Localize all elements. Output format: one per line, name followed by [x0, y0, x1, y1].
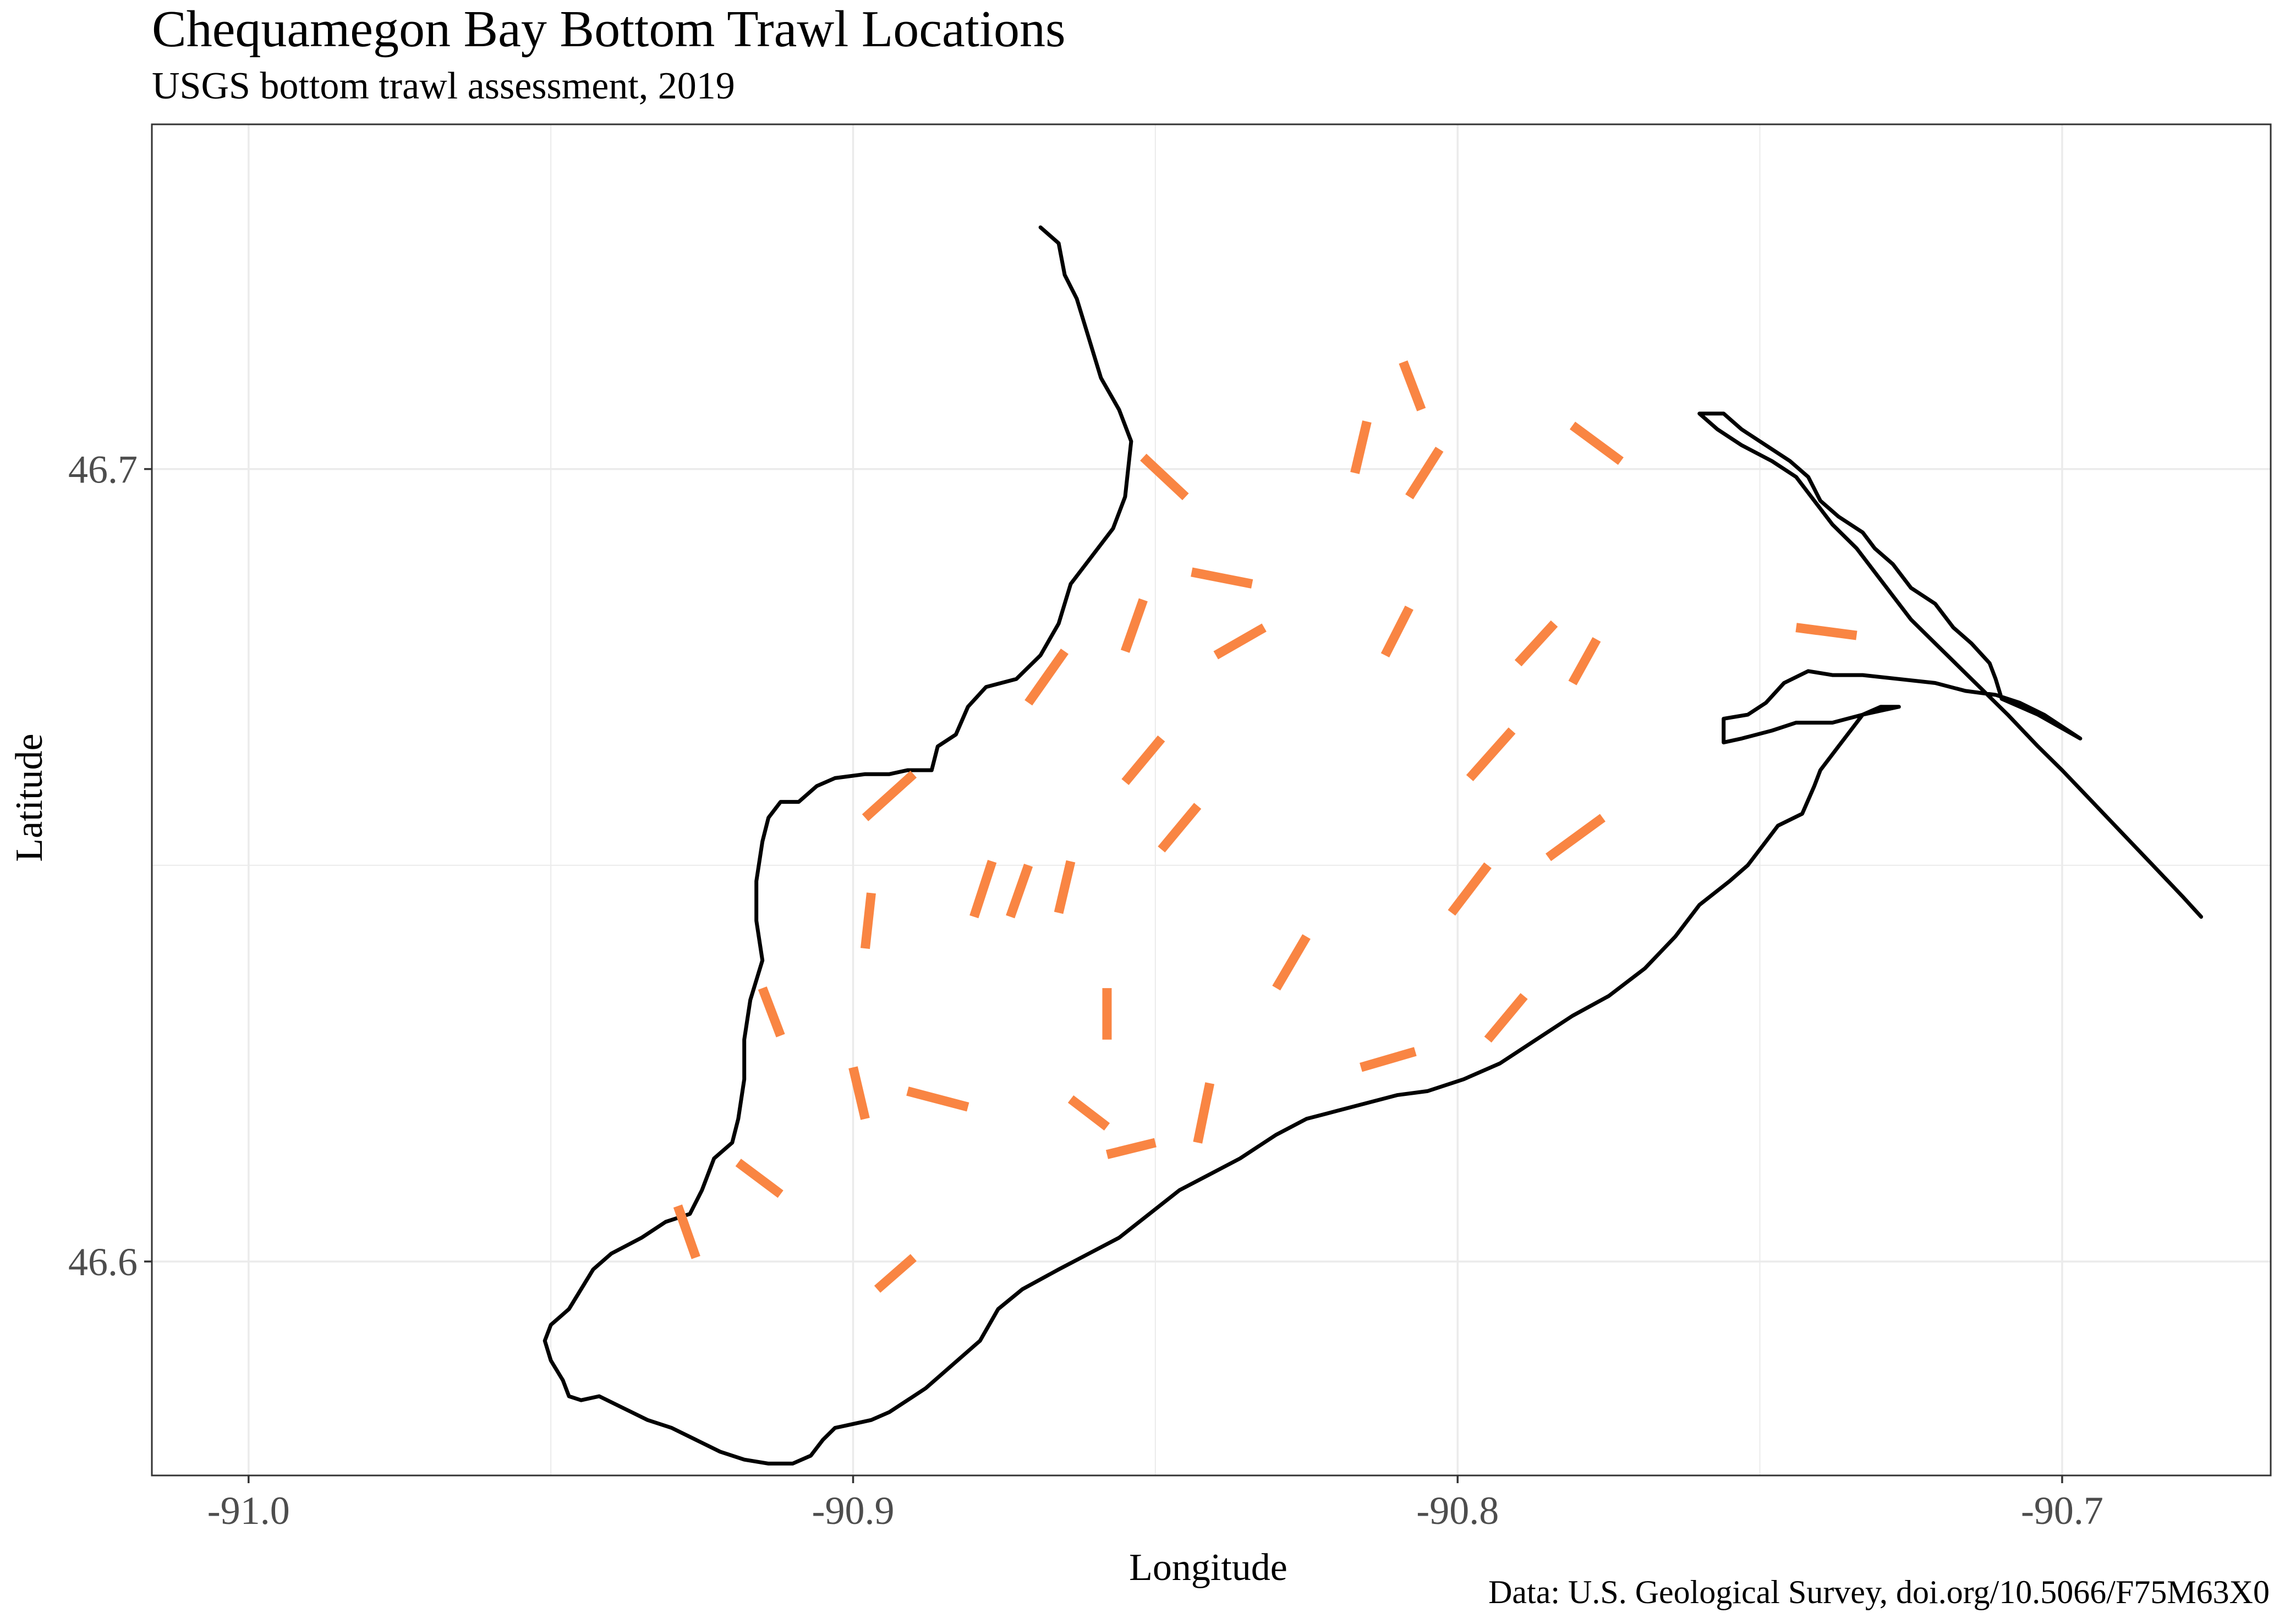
trawl-path [1213, 623, 1267, 660]
trawl-path [1546, 814, 1606, 862]
trawl-path [1024, 649, 1069, 706]
y-axis: 46.6 46.7 [68, 448, 152, 1284]
trawl-path [1484, 993, 1528, 1043]
trawl-path [848, 1066, 870, 1120]
shoreline [543, 225, 2204, 1466]
x-axis: -91.0 -90.9 -90.8 -90.7 [207, 1475, 2103, 1533]
plot-area [152, 124, 2271, 1475]
trawl-path [874, 1254, 917, 1293]
shoreline-layer [543, 225, 2204, 1466]
trawl-path [1568, 637, 1601, 685]
trawl-path [1158, 803, 1202, 853]
trawl-path [673, 1204, 700, 1259]
trawl-path [1466, 727, 1516, 782]
trawl-path [1120, 598, 1148, 653]
trawl-path [1399, 360, 1426, 412]
y-tick-label: 46.7 [68, 448, 138, 492]
x-tick-label: -90.8 [1416, 1489, 1499, 1533]
y-axis-title: Latitude [8, 733, 51, 862]
data-source-caption: Data: U.S. Geological Survey, doi.org/10… [1488, 1574, 2270, 1610]
trawl-path [969, 859, 997, 919]
trawl-path [1514, 620, 1558, 667]
trawl-path [1272, 934, 1311, 991]
trawl-path [1795, 623, 1857, 640]
trawl-path [758, 986, 785, 1038]
x-tick-label: -90.9 [812, 1489, 895, 1533]
trawl-path [1105, 1138, 1157, 1159]
trawl-path [1569, 421, 1624, 465]
trawl-path [861, 892, 876, 950]
trawl-path [1054, 860, 1076, 914]
trawl-path [1193, 1082, 1215, 1144]
trawl-path [1380, 605, 1413, 657]
y-tick-label: 46.6 [68, 1240, 138, 1284]
chart-subtitle: USGS bottom trawl assessment, 2019 [152, 65, 735, 107]
plot-border [151, 123, 2272, 1477]
trawl-path [1360, 1047, 1417, 1072]
x-tick-label: -91.0 [207, 1489, 290, 1533]
trawl-path [1067, 1095, 1110, 1131]
trawl-path [1448, 862, 1492, 916]
trawl-path [906, 1087, 969, 1112]
trawl-path [1405, 447, 1444, 500]
trawl-path [862, 770, 917, 821]
chart-title: Chequamegon Bay Bottom Trawl Locations [152, 1, 1066, 58]
x-tick-label: -90.7 [2021, 1489, 2103, 1533]
trawl-path [1191, 567, 1253, 589]
x-axis-title: Longitude [1129, 1546, 1287, 1589]
trawl-path [735, 1159, 783, 1198]
gridlines [152, 124, 2271, 1475]
trawl-path [1140, 453, 1189, 501]
trawl-path [1121, 735, 1165, 786]
trawl-path [1350, 420, 1372, 474]
trawl-layer [673, 360, 1857, 1293]
trawl-path [1006, 864, 1033, 919]
